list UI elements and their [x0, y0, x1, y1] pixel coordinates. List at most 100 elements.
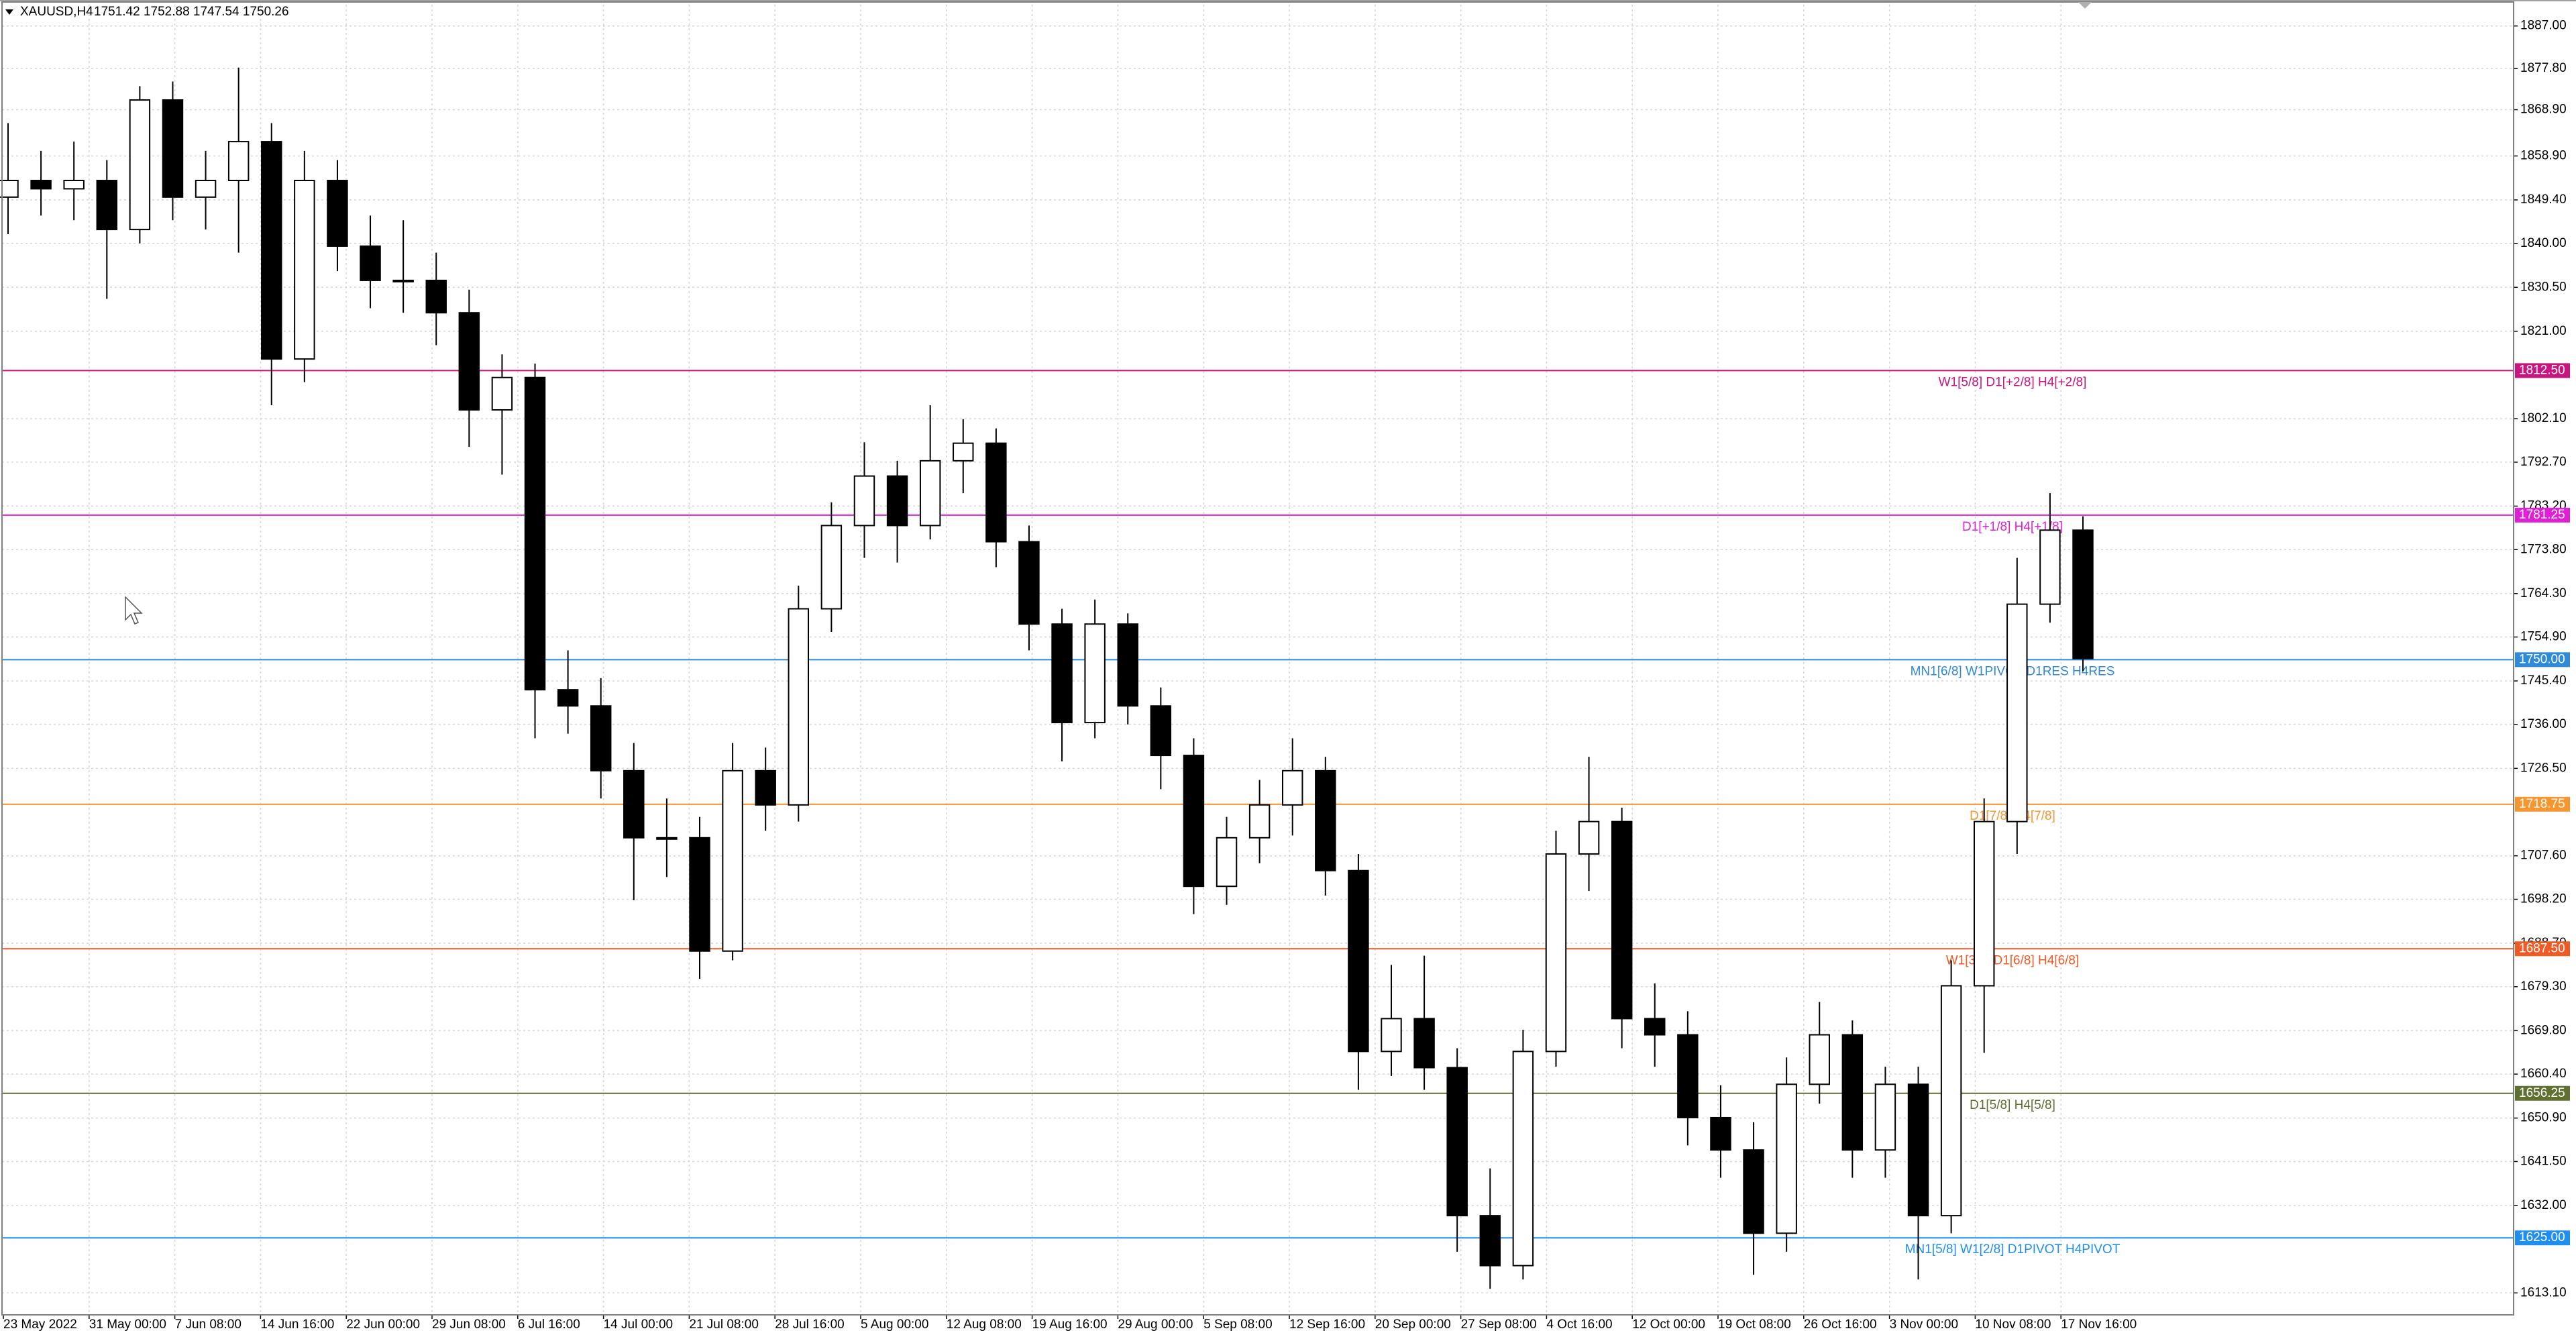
x-tick-label: 14 Jun 16:00 — [260, 1318, 334, 1332]
level-price-box — [2515, 363, 2570, 378]
y-tick-label: 1613.10 — [2520, 1285, 2567, 1299]
candle-body — [491, 376, 513, 411]
x-tick-label: 21 Jul 08:00 — [689, 1318, 759, 1332]
candle-body — [1545, 853, 1567, 1053]
candle-body — [1611, 820, 1633, 1020]
candle-body — [590, 705, 612, 771]
candle-body — [557, 689, 579, 707]
candle-body — [1248, 804, 1271, 839]
level-text: MN1[5/8] W1[2/8] D1PIVOT H4PIVOT — [1905, 1242, 2121, 1256]
x-tick-label: 6 Jul 16:00 — [518, 1318, 580, 1332]
x-tick-label: 17 Nov 16:00 — [2061, 1318, 2137, 1332]
x-tick-label: 29 Jun 08:00 — [432, 1318, 506, 1332]
y-tick-label: 1641.50 — [2520, 1154, 2567, 1168]
y-tick-label: 1745.40 — [2520, 674, 2567, 688]
candle-body — [1710, 1116, 1731, 1151]
level-text: D1[+1/8] H4[+1/8] — [1962, 520, 2063, 534]
y-tick-label: 1754.90 — [2520, 630, 2567, 644]
candle-body — [820, 525, 843, 610]
candle-body — [1281, 769, 1303, 806]
y-tick-label: 1849.40 — [2520, 193, 2567, 207]
ohlc-readout: 1751.42 1752.88 1747.54 1750.26 — [94, 5, 289, 19]
candle-body — [722, 769, 743, 952]
candle-body — [327, 180, 348, 247]
y-tick-label: 1698.20 — [2520, 892, 2567, 906]
x-tick-label: 12 Aug 08:00 — [947, 1318, 1022, 1332]
candle-body — [623, 769, 645, 839]
candle-body — [63, 180, 85, 190]
candle-body — [1512, 1051, 1534, 1267]
price-axis: 1887.00 1877.80 1868.90 1858.90 1849.40 1840.… — [3, 19, 2570, 1332]
candle-body — [1479, 1215, 1501, 1267]
y-tick-label: 1858.90 — [2520, 148, 2567, 162]
level-price-label: 1656.25 — [2519, 1086, 2565, 1100]
candle-body — [656, 837, 678, 840]
y-tick-label: 1840.00 — [2520, 236, 2567, 250]
y-tick-label: 1868.90 — [2520, 103, 2567, 117]
candle-body — [1776, 1083, 1797, 1234]
level-price-label: 1750.00 — [2519, 652, 2565, 666]
plot-frame — [1, 1, 2514, 1316]
candle-body — [0, 180, 19, 198]
level-text: W1[5/8] D1[+2/8] H4[+2/8] — [1939, 375, 2087, 389]
candle-body — [458, 312, 480, 411]
x-tick-label: 5 Sep 08:00 — [1203, 1318, 1272, 1332]
candle-body — [392, 279, 414, 282]
candle-body — [129, 99, 151, 231]
candle-body — [524, 376, 546, 691]
candle-body — [1413, 1018, 1435, 1069]
candle-body — [360, 245, 381, 281]
candle-body — [1150, 705, 1172, 757]
level-price-box — [2515, 1085, 2570, 1101]
candle-body — [985, 442, 1007, 543]
candle-body — [2039, 529, 2061, 605]
level-price-label: 1781.25 — [2519, 508, 2565, 522]
candle-body — [1446, 1067, 1468, 1217]
grid — [2, 5, 2514, 1314]
x-tick-label: 14 Jul 00:00 — [604, 1318, 674, 1332]
level-text: W1[3/8] D1[6/8] H4[6/8] — [1946, 953, 2080, 967]
candle-body — [2006, 603, 2028, 822]
candle-body — [1348, 869, 1369, 1053]
candle-body — [1973, 820, 1995, 987]
candle-body — [1874, 1083, 1896, 1151]
y-tick-label: 1821.00 — [2520, 324, 2567, 338]
y-tick-label: 1726.50 — [2520, 761, 2567, 775]
candle-body — [425, 279, 447, 314]
candle-body — [1578, 820, 1600, 855]
level-price-box — [2515, 1230, 2570, 1246]
x-tick-label: 29 Aug 00:00 — [1118, 1318, 1193, 1332]
y-tick-label: 1650.90 — [2520, 1111, 2567, 1125]
y-tick-label: 1660.40 — [2520, 1067, 2567, 1081]
candle-body — [96, 180, 118, 231]
x-tick-label: 19 Aug 16:00 — [1032, 1318, 1108, 1332]
x-tick-label: 12 Sep 16:00 — [1289, 1318, 1365, 1332]
candle-body — [1677, 1034, 1699, 1118]
y-tick-label: 1887.00 — [2520, 19, 2567, 33]
candle-body — [1117, 623, 1138, 707]
candle-body — [919, 460, 941, 527]
candle-body — [162, 99, 184, 198]
candle-body — [1841, 1034, 1864, 1151]
candle-body — [1183, 755, 1205, 888]
shift-marker[interactable] — [2078, 2, 2092, 9]
candle-body — [195, 180, 217, 198]
candle-body — [1644, 1018, 1666, 1036]
candle-body — [1743, 1149, 1764, 1234]
x-tick-label: 31 May 00:00 — [89, 1318, 166, 1332]
x-tick-label: 27 Sep 08:00 — [1461, 1318, 1537, 1332]
y-tick-label: 1802.10 — [2520, 411, 2567, 425]
level-price-label: 1718.75 — [2519, 797, 2565, 811]
x-tick-label: 7 Jun 08:00 — [175, 1318, 241, 1332]
y-tick-label: 1707.60 — [2520, 849, 2567, 863]
mouse-cursor — [125, 596, 143, 625]
candle-body — [2072, 529, 2094, 659]
x-tick-label: 20 Sep 00:00 — [1375, 1318, 1451, 1332]
y-tick-label: 1764.30 — [2520, 586, 2567, 600]
x-tick-label: 28 Jul 16:00 — [775, 1318, 845, 1332]
menu-arrow[interactable] — [5, 9, 13, 15]
candle-body — [886, 475, 908, 527]
